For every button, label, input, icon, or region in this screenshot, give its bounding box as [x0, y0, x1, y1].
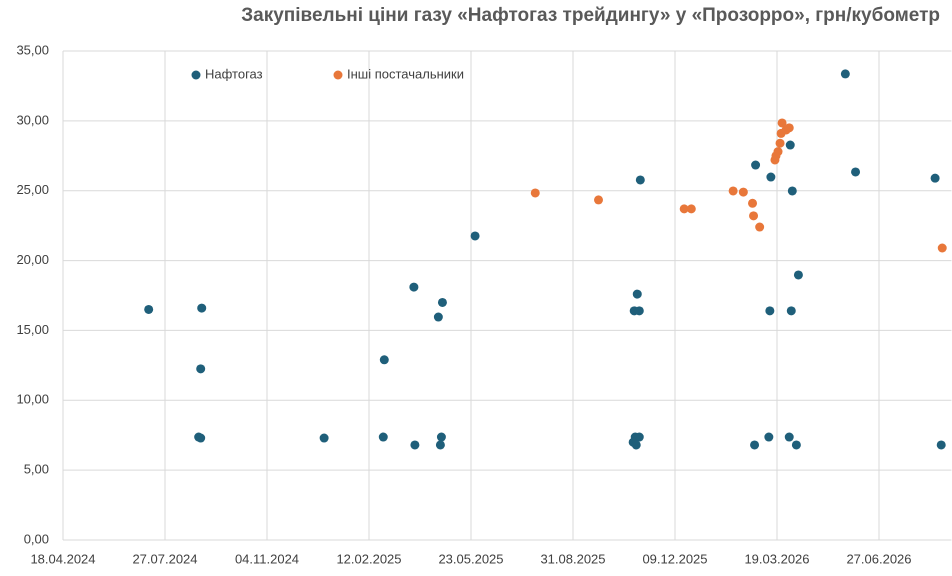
point: [750, 440, 760, 450]
point: [196, 433, 206, 443]
point: [378, 432, 388, 442]
point: [410, 440, 420, 450]
point: [930, 173, 940, 183]
point: [197, 303, 207, 313]
point: [632, 289, 642, 299]
x-tick-label: 23.05.2025: [438, 551, 503, 566]
y-tick-label: 25,00: [16, 182, 49, 197]
legend-marker: [191, 70, 201, 80]
point: [766, 172, 776, 182]
point: [793, 270, 803, 280]
point: [631, 440, 641, 450]
point: [436, 432, 446, 442]
point: [786, 306, 796, 316]
point: [785, 140, 795, 150]
point: [634, 432, 644, 442]
point: [594, 195, 603, 205]
point: [751, 160, 761, 170]
point: [738, 187, 748, 197]
point: [764, 432, 774, 442]
legend-marker: [333, 70, 343, 80]
x-tick-label: 31.08.2025: [540, 551, 605, 566]
point: [851, 167, 861, 177]
point: [775, 138, 785, 148]
point: [409, 282, 419, 292]
point: [937, 243, 947, 253]
point: [840, 69, 850, 79]
point: [765, 306, 775, 316]
point: [784, 432, 794, 442]
x-tick-label: 12.02.2025: [336, 551, 401, 566]
point: [433, 312, 443, 322]
x-tick-label: 19.03.2026: [744, 551, 809, 566]
x-tick-label: 09.12.2025: [642, 551, 707, 566]
chart-title: Закупівельні ціни газу «Нафтогаз трейдин…: [241, 5, 940, 26]
point: [530, 188, 540, 198]
point: [773, 147, 783, 157]
point: [634, 306, 644, 316]
y-tick-label: 35,00: [16, 42, 49, 57]
x-tick-label: 04.11.2024: [235, 551, 299, 566]
point: [777, 118, 787, 128]
point: [379, 355, 389, 365]
y-tick-label: 30,00: [16, 112, 49, 127]
y-tick-label: 10,00: [16, 392, 49, 407]
legend-label: Нафтогаз: [205, 66, 263, 81]
point: [755, 222, 765, 232]
point: [784, 123, 794, 133]
point: [728, 186, 738, 196]
y-tick-label: 0,00: [24, 531, 49, 546]
point: [686, 204, 696, 214]
point: [787, 186, 797, 196]
x-tick-label: 27.06.2026: [846, 551, 911, 566]
legend-label: Інші постачальники: [347, 66, 464, 81]
point: [196, 364, 206, 374]
point: [749, 211, 759, 221]
point: [470, 231, 480, 241]
point: [319, 433, 329, 443]
y-tick-label: 15,00: [16, 322, 49, 337]
y-tick-label: 5,00: [24, 462, 49, 477]
x-tick-label: 27.07.2024: [132, 551, 197, 566]
point: [635, 175, 645, 185]
point: [936, 440, 946, 450]
point: [679, 204, 689, 214]
x-tick-label: 18.04.2024: [30, 551, 95, 566]
point: [791, 440, 801, 450]
point: [144, 304, 154, 314]
y-tick-label: 20,00: [16, 252, 49, 267]
point: [437, 297, 447, 307]
point: [748, 198, 758, 208]
point: [435, 440, 445, 450]
